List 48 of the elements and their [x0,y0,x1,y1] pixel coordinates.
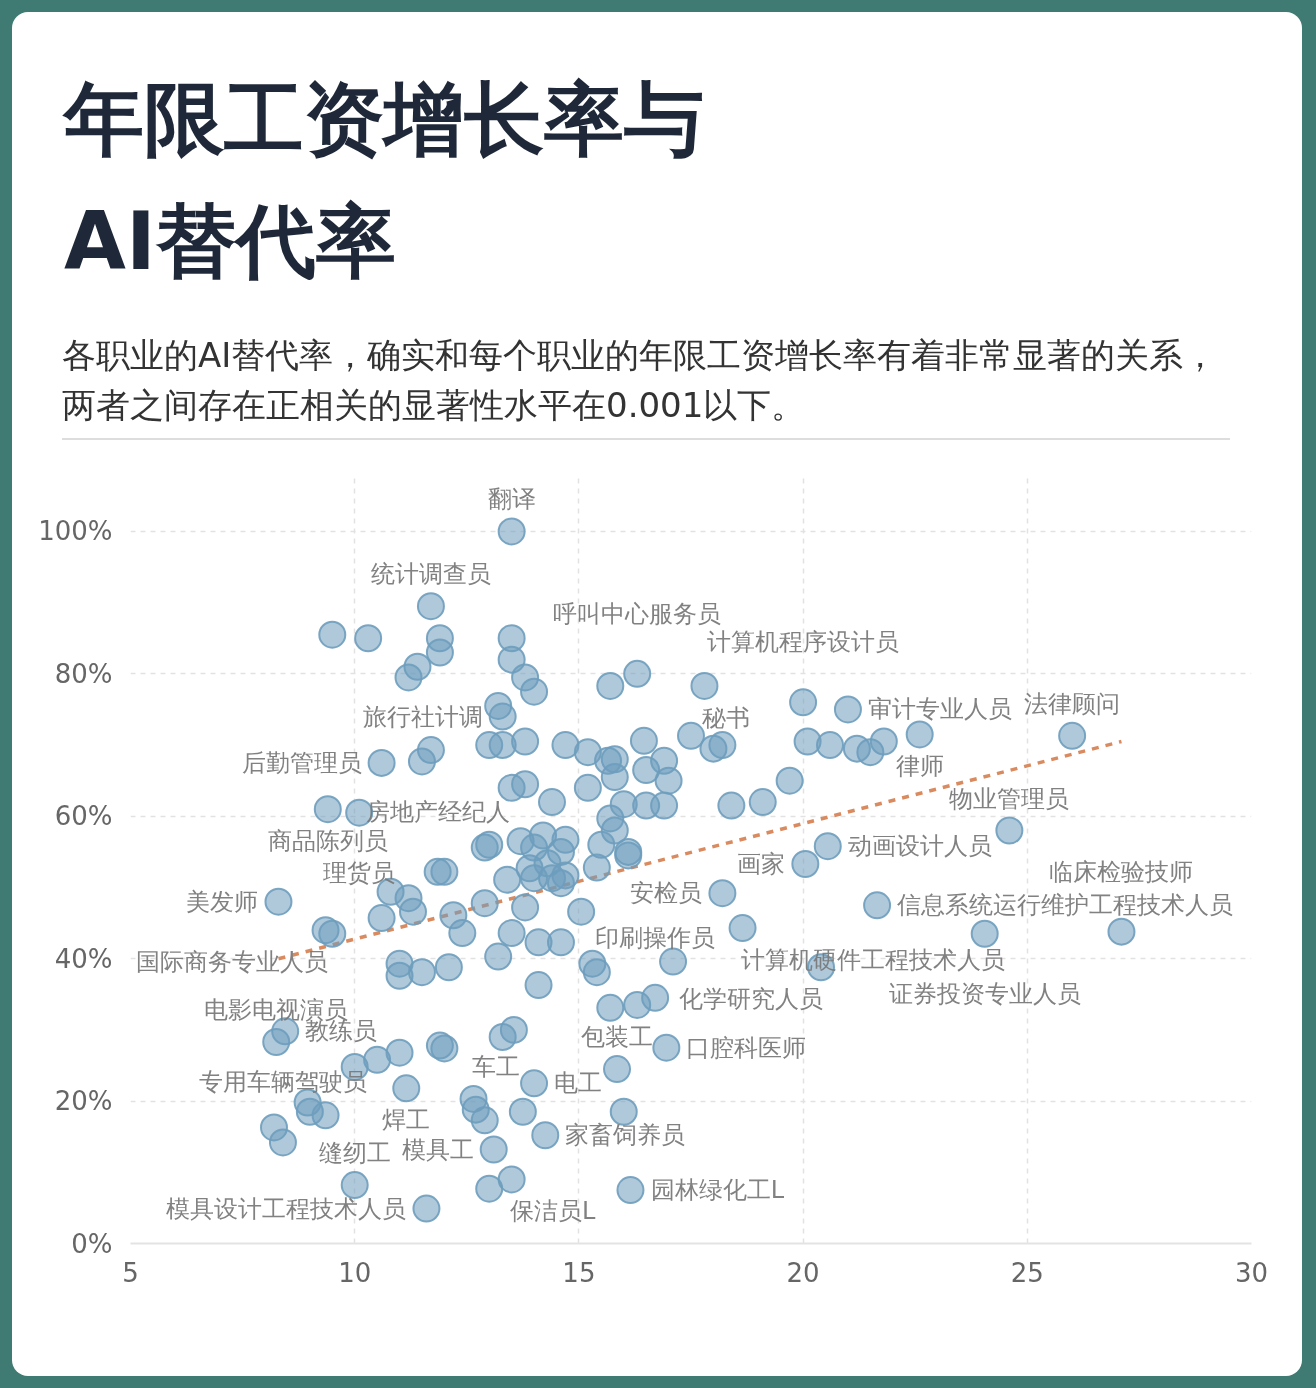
annotation: 缝纫工 [318,1139,391,1168]
annotation: 焊工 [382,1106,431,1135]
y-tick-label: 20% [54,1086,113,1117]
x-tick-label: 15 [562,1257,596,1288]
annotation: 法律顾问 [1024,689,1121,718]
annotation: 动画设计人员 [847,832,992,861]
annotation: 后勤管理员 [241,748,362,777]
annotation: 审计专业人员 [867,695,1012,724]
annotation: 计算机程序设计员 [707,628,900,657]
annotation: 电工 [554,1069,603,1098]
x-tick-label: 20 [786,1257,820,1288]
x-tick-label: 5 [122,1257,139,1288]
x-tick-label: 25 [1010,1257,1044,1288]
annotation: 翻译 [487,485,536,514]
y-tick-label: 100% [38,516,113,547]
annotation: 美发师 [186,887,259,916]
annotation: 画家 [737,849,786,878]
annotation: 模具设计工程技术人员 [166,1194,407,1223]
annotation: 口腔科医师 [686,1033,807,1062]
annotation: 国际商务专业人员 [135,948,328,977]
annotation: 理货员 [323,858,396,887]
annotation: 物业管理员 [949,784,1070,813]
annotation: 律师 [895,752,944,781]
annotation: 证券投资专业人员 [888,979,1081,1008]
annotation: 安检员 [630,879,703,908]
chart-title: 年限工资增长率与AI替代率 [64,72,705,290]
annotation: 印刷操作员 [595,923,716,952]
y-tick-label: 80% [54,658,113,689]
annotation: 商品陈列员 [267,827,388,856]
annotation: 园林绿化工L [650,1176,785,1205]
annotation: 化学研究人员 [679,985,824,1014]
chart-subtitle: 各职业的AI替代率，确实和每个职业的年限工资增长率有着非常显著的关系，两者之间存在正相关的显著性水平在0.001以下。 [62,334,1219,427]
y-tick-label: 60% [54,801,113,832]
annotation: 包装工 [581,1023,654,1052]
annotation: 秘书 [702,703,751,732]
y-tick-label: 40% [54,943,113,974]
annotation: 车工 [471,1052,520,1081]
annotation: 保洁员L [509,1197,596,1226]
annotation: 呼叫中心服务员 [553,599,722,628]
x-tick-label: 10 [338,1257,372,1288]
annotation: 旅行社计调 [362,702,483,731]
annotation: 家畜饲养员 [565,1121,686,1150]
annotation: 模具工 [401,1135,474,1164]
annotation: 统计调查员 [370,560,491,589]
y-tick-label: 0% [71,1228,113,1259]
annotation: 信息系统运行维护工程技术人员 [897,891,1234,920]
x-tick-label: 30 [1234,1257,1269,1288]
annotation: 临床检验技师 [1049,857,1194,886]
